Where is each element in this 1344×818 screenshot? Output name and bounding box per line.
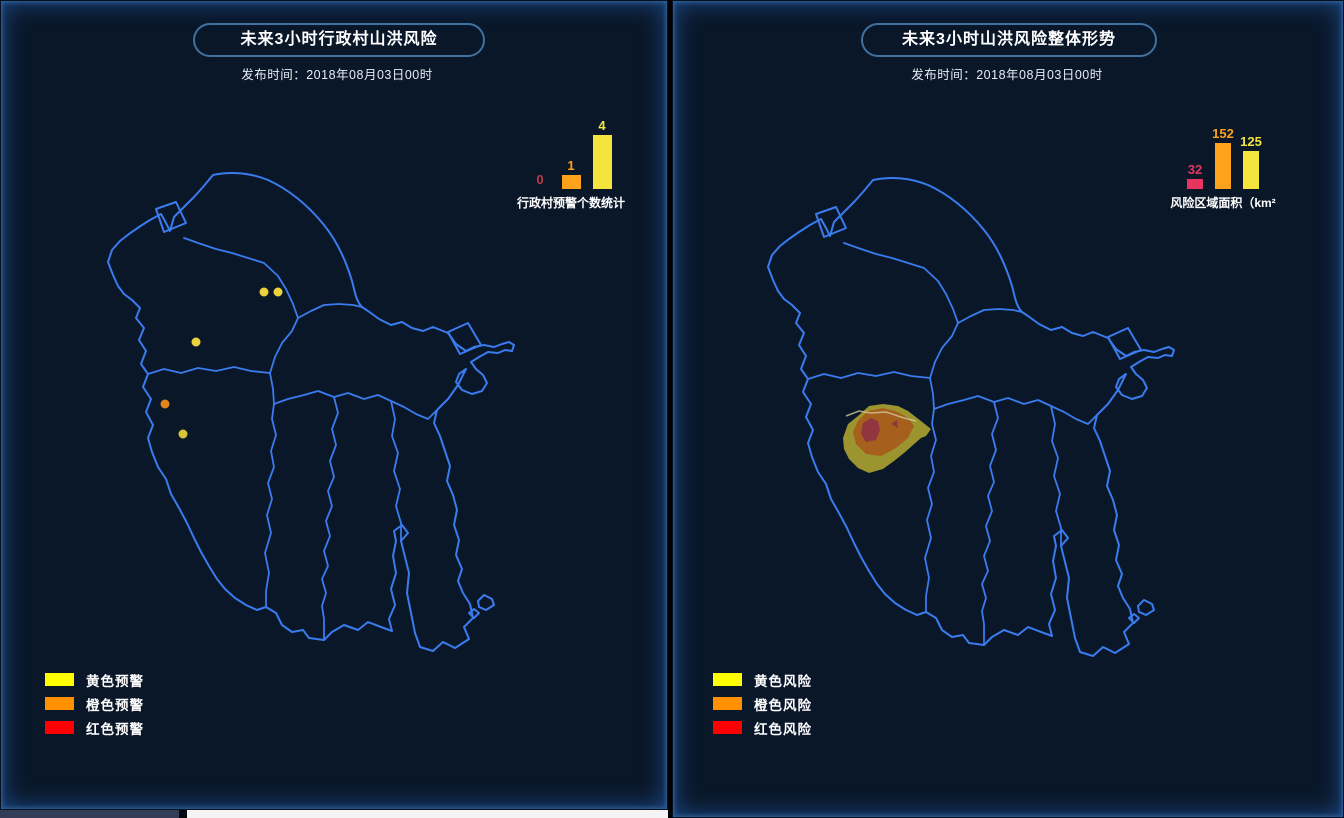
legend-item-red[interactable]: 红色风险 <box>713 721 812 737</box>
village-risk-map[interactable] <box>96 161 536 661</box>
red-risk-area <box>891 420 898 428</box>
map-boundary <box>183 237 299 319</box>
orange-swatch-icon <box>713 697 742 710</box>
map-boundary <box>815 206 847 238</box>
bar-value-label: 125 <box>1240 134 1262 149</box>
legend: 黄色预警 橙色预警 红色预警 <box>45 673 144 737</box>
map-boundary <box>264 403 277 608</box>
orange-warning-dot <box>160 399 170 409</box>
map-boundary <box>957 308 1023 324</box>
legend-item-yellow[interactable]: 黄色风险 <box>713 673 812 689</box>
bar-value-label: 32 <box>1187 162 1203 177</box>
yellow-warning-dot <box>273 287 283 297</box>
panel-title: 未来3小时行政村山洪风险 <box>240 31 438 48</box>
orange-swatch-icon <box>45 697 74 710</box>
map-boundary <box>1107 327 1142 360</box>
boundary-through-overlay <box>845 410 917 422</box>
map-boundary <box>1128 613 1140 624</box>
horizontal-scrollbar[interactable] <box>0 810 668 818</box>
map-boundary <box>297 303 363 319</box>
map-boundary <box>924 408 937 613</box>
map-boundary <box>447 322 482 355</box>
bar-group: 32 152 125 <box>1157 109 1289 189</box>
bar-rect <box>1187 179 1203 189</box>
bar-group: 0 1 4 <box>506 113 636 189</box>
bar-value-label: 152 <box>1212 126 1234 141</box>
legend-label: 黄色风险 <box>754 673 812 689</box>
panel-title-pill: 未来3小时行政村山洪风险 <box>193 23 485 57</box>
red-risk-area <box>861 418 880 442</box>
map-boundary <box>933 395 1098 425</box>
bar-rect <box>561 175 581 189</box>
legend-label: 红色预警 <box>86 721 144 737</box>
map-boundary <box>269 317 299 405</box>
yellow-warning-dot <box>191 337 201 347</box>
legend-label: 红色风险 <box>754 721 812 737</box>
bar-value-label: 0 <box>536 172 544 187</box>
scrollbar-thumb[interactable] <box>0 810 179 818</box>
panel-title-pill: 未来3小时山洪风险整体形势 <box>861 23 1157 57</box>
publish-time: 发布时间：2018年08月03日00时 <box>241 68 433 82</box>
chart-bar-红色风险: 32 <box>1187 162 1203 189</box>
overall-risk-map[interactable] <box>756 166 1196 666</box>
map-boundary <box>147 366 271 375</box>
village-warning-count-chart: 0 1 4 行政村预警个数统计 <box>506 113 636 211</box>
map-boundary <box>807 371 931 380</box>
map-boundary <box>390 400 402 542</box>
map-boundary <box>843 242 959 324</box>
legend-label: 橙色风险 <box>754 697 812 713</box>
red-swatch-icon <box>713 721 742 734</box>
map-boundary <box>273 390 438 420</box>
panel-village-flood-risk: 未来3小时行政村山洪风险 发布时间：2018年08月03日00时 0 1 4 行政村… <box>0 0 668 810</box>
panel-overall-flood-risk: 未来3小时山洪风险整体形势 发布时间：2018年08月03日00时 32 152 1… <box>672 0 1344 818</box>
map-boundary <box>1137 599 1155 616</box>
legend-item-orange[interactable]: 橙色预警 <box>45 697 144 713</box>
map-boundary <box>155 201 187 233</box>
map-boundary <box>767 176 1175 657</box>
chart-caption: 风险区域面积（km² <box>1170 196 1276 210</box>
bar-value-label: 4 <box>598 118 606 133</box>
chart-bar-红色预警: 0 <box>531 172 550 189</box>
publish-time: 发布时间：2018年08月03日00时 <box>911 68 1103 82</box>
legend-label: 黄色预警 <box>86 673 144 689</box>
chart-caption: 行政村预警个数统计 <box>516 196 625 210</box>
yellow-warning-dot <box>178 429 188 439</box>
yellow-swatch-icon <box>45 673 74 686</box>
map-boundary <box>468 608 480 619</box>
chart-bar-黄色预警: 4 <box>592 118 612 189</box>
map-boundary <box>477 594 495 611</box>
map-boundary <box>321 396 339 641</box>
risk-area-chart: 32 152 125 风险区域面积（km² <box>1157 109 1289 211</box>
chart-bar-橙色预警: 1 <box>561 158 581 189</box>
scrollbar-track[interactable] <box>187 810 668 818</box>
legend-label: 橙色预警 <box>86 697 144 713</box>
chart-bar-橙色风险: 152 <box>1212 126 1234 189</box>
map-boundary <box>929 322 959 410</box>
bar-rect <box>1215 143 1231 189</box>
red-swatch-icon <box>45 721 74 734</box>
bar-rect <box>1243 151 1259 189</box>
map-boundary <box>1050 405 1062 547</box>
yellow-swatch-icon <box>713 673 742 686</box>
panel-title: 未来3小时山洪风险整体形势 <box>902 31 1116 48</box>
legend-item-red[interactable]: 红色预警 <box>45 721 144 737</box>
bar-value-label: 1 <box>567 158 575 173</box>
yellow-warning-dot <box>259 287 269 297</box>
map-boundary <box>107 171 515 652</box>
legend-item-yellow[interactable]: 黄色预警 <box>45 673 144 689</box>
map-boundary <box>981 401 999 646</box>
bar-rect <box>592 135 612 189</box>
legend-item-orange[interactable]: 橙色风险 <box>713 697 812 713</box>
chart-bar-黄色风险: 125 <box>1240 134 1262 189</box>
legend: 黄色风险 橙色风险 红色风险 <box>713 673 812 737</box>
